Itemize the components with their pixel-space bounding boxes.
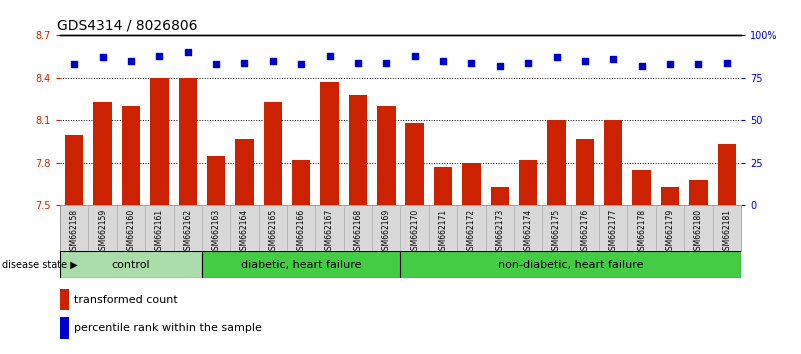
Point <box>125 58 138 64</box>
Text: GSM662163: GSM662163 <box>211 209 220 255</box>
Text: GSM662168: GSM662168 <box>353 209 362 255</box>
Bar <box>292 160 311 205</box>
Bar <box>633 170 651 205</box>
Text: control: control <box>111 259 151 270</box>
Text: GSM662167: GSM662167 <box>325 209 334 255</box>
Bar <box>60 289 69 310</box>
Bar <box>462 163 481 205</box>
Point <box>720 60 733 65</box>
Point <box>96 55 109 60</box>
Text: GSM662174: GSM662174 <box>524 209 533 255</box>
Text: percentile rank within the sample: percentile rank within the sample <box>74 323 262 333</box>
Point <box>550 55 563 60</box>
Text: GSM662177: GSM662177 <box>609 209 618 255</box>
Point <box>295 62 308 67</box>
Bar <box>65 135 83 205</box>
Point <box>635 63 648 69</box>
Point <box>409 53 421 59</box>
Point <box>380 60 392 65</box>
Bar <box>348 95 367 205</box>
Text: GSM662166: GSM662166 <box>296 209 306 255</box>
Bar <box>604 120 622 205</box>
Text: GSM662158: GSM662158 <box>70 209 78 255</box>
Point <box>153 53 166 59</box>
Text: GSM662180: GSM662180 <box>694 209 702 255</box>
Bar <box>377 106 396 205</box>
Text: GSM662178: GSM662178 <box>637 209 646 255</box>
Point <box>68 62 81 67</box>
Bar <box>179 78 197 205</box>
Text: GSM662161: GSM662161 <box>155 209 164 255</box>
Point <box>352 60 364 65</box>
Text: GSM662165: GSM662165 <box>268 209 277 255</box>
Bar <box>576 139 594 205</box>
Bar <box>235 139 254 205</box>
Text: GSM662169: GSM662169 <box>382 209 391 255</box>
Bar <box>718 144 736 205</box>
Point <box>210 62 223 67</box>
Bar <box>689 180 707 205</box>
Point <box>465 60 478 65</box>
Text: GSM662164: GSM662164 <box>240 209 249 255</box>
Bar <box>94 102 112 205</box>
Bar <box>400 251 741 278</box>
Text: GSM662162: GSM662162 <box>183 209 192 255</box>
Text: diabetic, heart failure: diabetic, heart failure <box>241 259 361 270</box>
Bar <box>519 160 537 205</box>
Text: GSM662176: GSM662176 <box>581 209 590 255</box>
Text: disease state ▶: disease state ▶ <box>2 259 78 270</box>
Bar <box>661 187 679 205</box>
Bar <box>490 187 509 205</box>
Bar <box>434 167 453 205</box>
Bar <box>405 123 424 205</box>
Text: GSM662172: GSM662172 <box>467 209 476 255</box>
Point <box>663 62 676 67</box>
Bar <box>150 78 168 205</box>
Text: GSM662173: GSM662173 <box>495 209 505 255</box>
Point <box>267 58 280 64</box>
Bar <box>122 106 140 205</box>
Text: GSM662179: GSM662179 <box>666 209 674 255</box>
Bar <box>264 102 282 205</box>
Text: GSM662160: GSM662160 <box>127 209 135 255</box>
Point <box>437 58 449 64</box>
Point <box>578 58 591 64</box>
Point <box>323 53 336 59</box>
Point <box>493 63 506 69</box>
Text: GSM662159: GSM662159 <box>99 209 107 255</box>
Text: GSM662181: GSM662181 <box>723 209 731 255</box>
Bar <box>60 317 69 339</box>
Text: GSM662175: GSM662175 <box>552 209 561 255</box>
Text: non-diabetic, heart failure: non-diabetic, heart failure <box>498 259 643 270</box>
Point <box>692 62 705 67</box>
Bar <box>202 251 400 278</box>
Bar <box>547 120 566 205</box>
Bar <box>207 156 225 205</box>
Text: GSM662171: GSM662171 <box>439 209 448 255</box>
Point <box>238 60 251 65</box>
Point <box>181 50 194 55</box>
Bar <box>60 251 202 278</box>
Text: GDS4314 / 8026806: GDS4314 / 8026806 <box>57 19 197 33</box>
Text: transformed count: transformed count <box>74 295 178 305</box>
Text: GSM662170: GSM662170 <box>410 209 419 255</box>
Point <box>607 56 620 62</box>
Bar <box>320 82 339 205</box>
Point <box>521 60 534 65</box>
